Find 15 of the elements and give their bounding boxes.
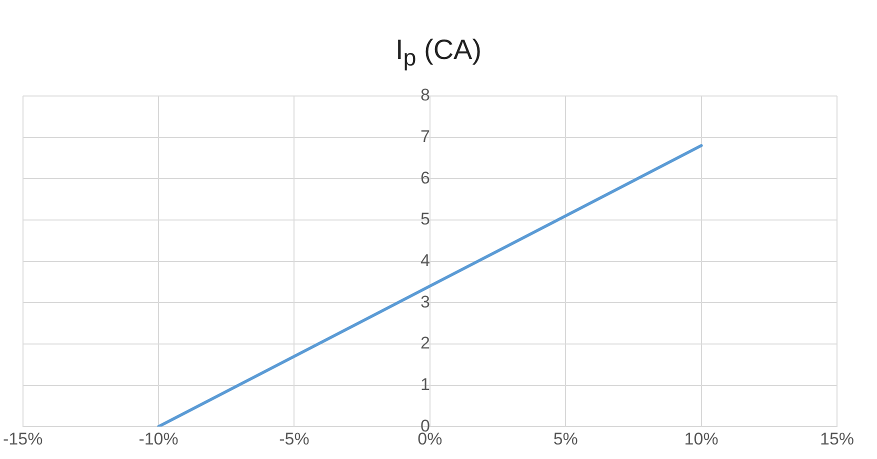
y-tick-label: 7 (420, 127, 430, 146)
x-tick-label: 15% (820, 429, 854, 448)
y-tick-label: 8 (420, 86, 430, 105)
x-tick-label: -10% (138, 429, 178, 448)
x-tick-label: -15% (3, 429, 43, 448)
x-tick-label: 5% (553, 429, 578, 448)
x-tick-label: -5% (279, 429, 310, 448)
chart-title: I$_{p}$ (CA) (394, 34, 483, 72)
y-tick-label: 3 (420, 292, 430, 312)
y-tick-label: 6 (420, 168, 430, 188)
x-tick-label: 10% (684, 429, 718, 448)
y-tick-label: 2 (420, 334, 430, 353)
y-tick-label: 5 (420, 210, 430, 229)
y-tick-label: 4 (420, 250, 430, 270)
y-tick-label: 1 (420, 374, 430, 394)
